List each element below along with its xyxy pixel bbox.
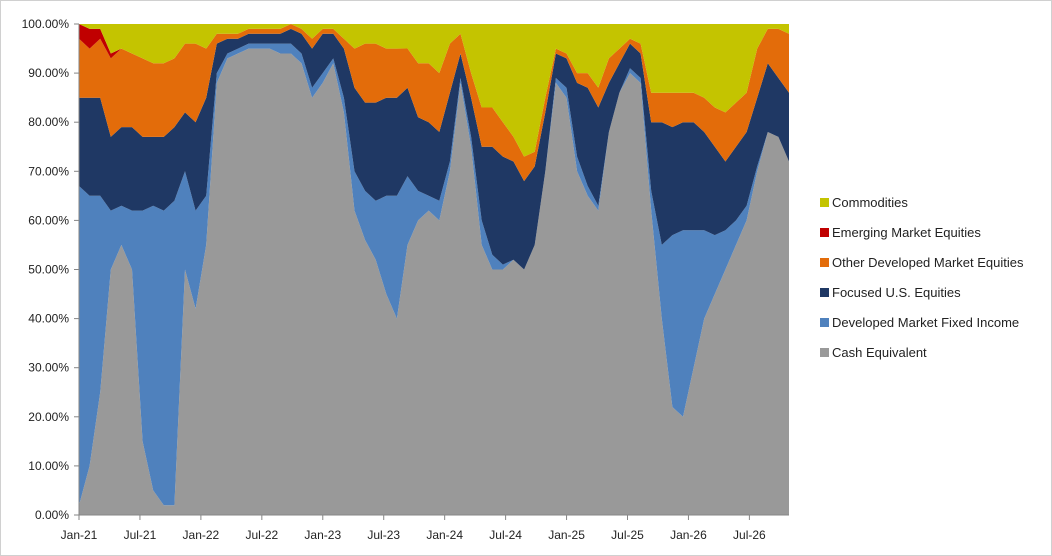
y-tick-label: 10.00% [28, 459, 69, 473]
area-other-developed-market-equities [79, 24, 789, 182]
y-tick-label: 50.00% [28, 263, 69, 277]
y-tick-label: 40.00% [28, 312, 69, 326]
x-tick-label: Jan-22 [183, 528, 220, 542]
area-cash-equivalent [79, 48, 789, 515]
legend-item-developed-market-fixed-income: Developed Market Fixed Income [820, 315, 1019, 330]
y-tick-label: 90.00% [28, 66, 69, 80]
legend-item-focused-u-s-equities: Focused U.S. Equities [820, 285, 961, 300]
x-tick-label: Jul-22 [245, 528, 278, 542]
x-tick-label: Jul-26 [733, 528, 766, 542]
area-focused-u-s-equities [79, 28, 789, 270]
x-tick-label: Jul-23 [367, 528, 400, 542]
legend-item-commodities: Commodities [820, 195, 908, 210]
y-tick-label: 30.00% [28, 361, 69, 375]
x-tick-label: Jan-23 [304, 528, 341, 542]
x-tick-label: Jan-26 [670, 528, 707, 542]
axes-group: 0.00% 10.00% 20.00% 30.00% 40.00% 50.00% 60.00… [22, 17, 789, 542]
area-developed-market-fixed-income [79, 43, 789, 506]
legend-swatch [820, 348, 829, 357]
x-tick-label: Jul-25 [611, 528, 644, 542]
area-commodities [79, 24, 789, 157]
legend-label: Developed Market Fixed Income [832, 315, 1019, 330]
legend-label: Emerging Market Equities [832, 225, 981, 240]
legend: Commodities Emerging Market Equities Other… [820, 195, 1024, 360]
x-tick-label: Jul-21 [124, 528, 157, 542]
y-tick-label: 80.00% [28, 115, 69, 129]
legend-swatch [820, 228, 829, 237]
x-tick-label: Jan-25 [548, 528, 585, 542]
x-tick-label: Jul-24 [489, 528, 522, 542]
legend-item-cash-equivalent: Cash Equivalent [820, 345, 927, 360]
legend-item-emerging-market-equities: Emerging Market Equities [820, 225, 981, 240]
legend-label: Commodities [832, 195, 908, 210]
legend-label: Cash Equivalent [832, 345, 927, 360]
legend-swatch [820, 318, 829, 327]
legend-label: Other Developed Market Equities [832, 255, 1024, 270]
y-tick-label: 20.00% [28, 410, 69, 424]
legend-item-other-developed-market-equities: Other Developed Market Equities [820, 255, 1024, 270]
y-tick-label: 0.00% [35, 508, 69, 522]
legend-label: Focused U.S. Equities [832, 285, 961, 300]
legend-swatch [820, 288, 829, 297]
x-tick-label: Jan-21 [61, 528, 98, 542]
y-tick-label: 100.00% [22, 17, 70, 31]
area-series-group [79, 24, 789, 515]
y-tick-label: 60.00% [28, 213, 69, 227]
legend-swatch [820, 198, 829, 207]
legend-swatch [820, 258, 829, 267]
y-tick-label: 70.00% [28, 164, 69, 178]
x-tick-label: Jan-24 [426, 528, 463, 542]
